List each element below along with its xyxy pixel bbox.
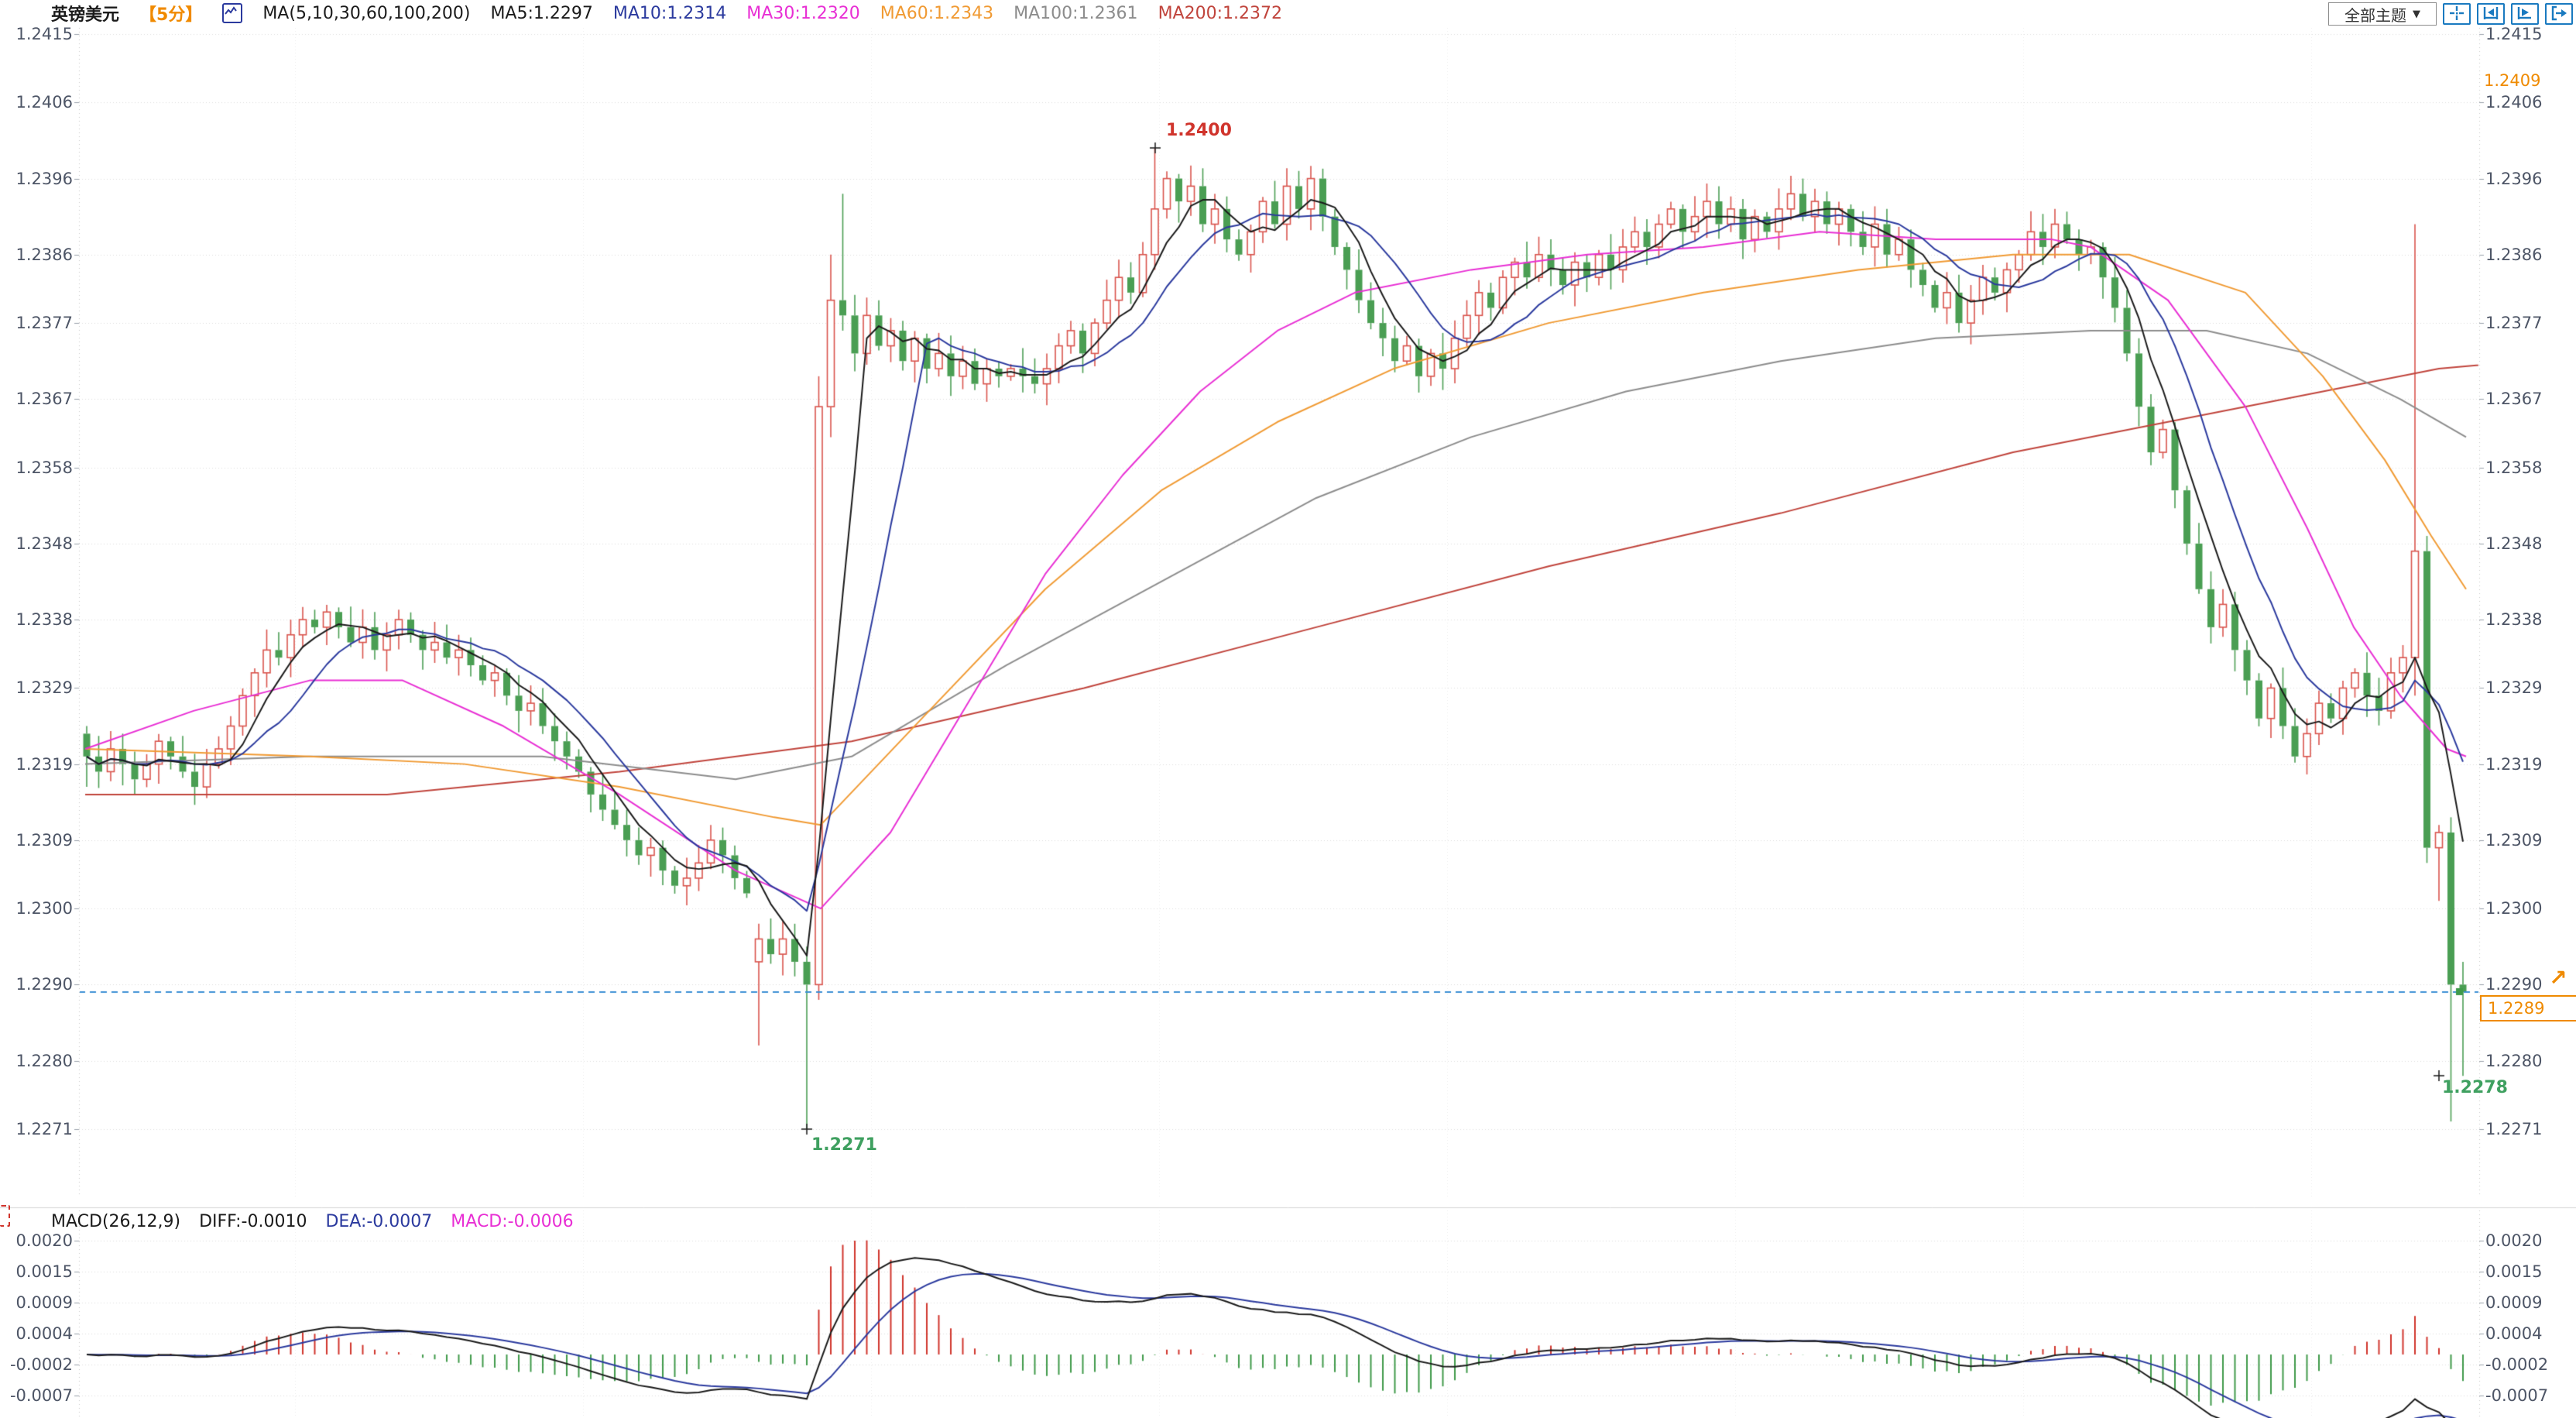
y-axis-label: -0.0007 — [2485, 1386, 2549, 1405]
y-axis-label: 0.0015 — [15, 1262, 73, 1281]
y-axis-label: 1.2415 — [15, 25, 73, 43]
y-axis-label: 1.2396 — [15, 169, 73, 188]
y-axis-label: -0.0007 — [9, 1386, 73, 1405]
high-price-annotation: 1.2400 — [1166, 121, 1232, 140]
y-axis-label: 1.2319 — [2485, 754, 2543, 774]
left-edge-marker-fragment — [0, 1205, 10, 1227]
session-high-axis-label: 1.2409 — [2484, 71, 2541, 90]
low-price-annotation: 1.2271 — [811, 1135, 877, 1155]
candlestick-legend-icon — [222, 3, 243, 23]
y-axis-label: -0.0002 — [2485, 1355, 2549, 1374]
chart-toolbar: 全部主题 ▼ — [2328, 2, 2573, 26]
y-axis-label: 1.2271 — [15, 1119, 73, 1138]
y-axis-label: 1.2319 — [15, 754, 73, 774]
macd-diff-value: DIFF:-0.0010 — [199, 1212, 307, 1231]
symbol-name: 英镑美元 — [51, 5, 120, 25]
ma-value: MA60:1.2343 — [880, 3, 994, 23]
recent-low-annotation: 1.2278 — [2442, 1078, 2508, 1097]
y-axis-label: 1.2406 — [2485, 93, 2543, 112]
ma-settings-label: MA(5,10,30,60,100,200) — [262, 3, 471, 23]
ma-value: MA30:1.2320 — [746, 3, 860, 23]
chart-header: 英镑美元 【5分】 MA(5,10,30,60,100,200) MA5:1.2… — [51, 2, 1282, 25]
y-axis-label: 1.2367 — [15, 390, 73, 409]
jump-to-latest-arrow[interactable]: ↗ — [2549, 965, 2567, 991]
y-axis-label: 1.2348 — [15, 534, 73, 553]
current-price-box: 1.2289 — [2480, 995, 2576, 1021]
y-axis-label: 1.2280 — [15, 1051, 73, 1070]
y-axis-label: 1.2338 — [15, 610, 73, 630]
y-axis-label: 0.0009 — [15, 1293, 73, 1312]
y-axis-label: 1.2348 — [2485, 534, 2543, 553]
y-axis-label: 1.2300 — [2485, 899, 2543, 918]
y-axis-label: 0.0020 — [15, 1231, 73, 1250]
y-axis-label: 1.2280 — [2485, 1051, 2543, 1070]
y-axis-label: 1.2367 — [2485, 390, 2543, 409]
macd-params-label: MACD(26,12,9) — [51, 1212, 181, 1231]
expand-right-button[interactable] — [2511, 3, 2539, 25]
ma-value: MA5:1.2297 — [490, 3, 593, 23]
compress-left-button[interactable] — [2477, 3, 2505, 25]
arrow-exit-right-icon — [2550, 5, 2567, 23]
y-axis-label: 1.2338 — [2485, 610, 2543, 630]
y-axis-label: 0.0009 — [2485, 1293, 2543, 1312]
y-axis-label: 1.2406 — [15, 93, 73, 112]
y-axis-label: 1.2358 — [15, 458, 73, 477]
crosshair-button[interactable] — [2443, 3, 2471, 25]
y-axis-label: -0.0002 — [9, 1355, 73, 1374]
ma-value: MA200:1.2372 — [1158, 3, 1282, 23]
jump-latest-button[interactable] — [2545, 3, 2573, 25]
y-axis-label: 1.2329 — [15, 678, 73, 698]
y-axis-label: 1.2309 — [15, 830, 73, 850]
y-axis-label: 0.0004 — [15, 1324, 73, 1343]
macd-dea-value: DEA:-0.0007 — [325, 1212, 433, 1231]
y-axis-label: 1.2358 — [2485, 458, 2543, 477]
y-axis-label: 1.2386 — [15, 245, 73, 264]
y-axis-label: 1.2377 — [2485, 314, 2543, 333]
expand-right-icon — [2516, 5, 2533, 23]
y-axis-label: 1.2415 — [2485, 25, 2543, 43]
y-axis-label: 0.0020 — [2485, 1231, 2543, 1250]
y-axis-label: 0.0004 — [2485, 1324, 2543, 1343]
y-axis-label: 0.0015 — [2485, 1262, 2543, 1281]
y-axis-label: 1.2396 — [2485, 169, 2543, 188]
ma-value: MA100:1.2361 — [1014, 3, 1138, 23]
crosshair-icon — [2448, 5, 2465, 23]
theme-dropdown[interactable]: 全部主题 ▼ — [2328, 2, 2437, 26]
macd-bar-value: MACD:-0.0006 — [451, 1212, 574, 1231]
caret-down-icon: ▼ — [2413, 8, 2420, 20]
y-axis-label: 1.2309 — [2485, 830, 2543, 850]
theme-dropdown-label: 全部主题 — [2344, 5, 2406, 25]
timeframe-label: 【5分】 — [139, 5, 203, 25]
y-axis-label: 1.2300 — [15, 899, 73, 918]
y-axis-label: 1.2290 — [2485, 975, 2543, 994]
y-axis-label: 1.2290 — [15, 975, 73, 994]
y-axis-label: 1.2329 — [2485, 678, 2543, 698]
macd-header: MACD(26,12,9) DIFF:-0.0010 DEA:-0.0007 M… — [51, 1212, 574, 1231]
ma-value: MA10:1.2314 — [612, 3, 727, 23]
compress-left-icon — [2482, 5, 2499, 23]
y-axis-label: 1.2271 — [2485, 1119, 2543, 1138]
y-axis-label: 1.2377 — [15, 314, 73, 333]
y-axis-label: 1.2386 — [2485, 245, 2543, 264]
ma-values-row: MA5:1.2297 MA10:1.2314 MA30:1.2320 MA60:1.2… — [490, 4, 1282, 23]
